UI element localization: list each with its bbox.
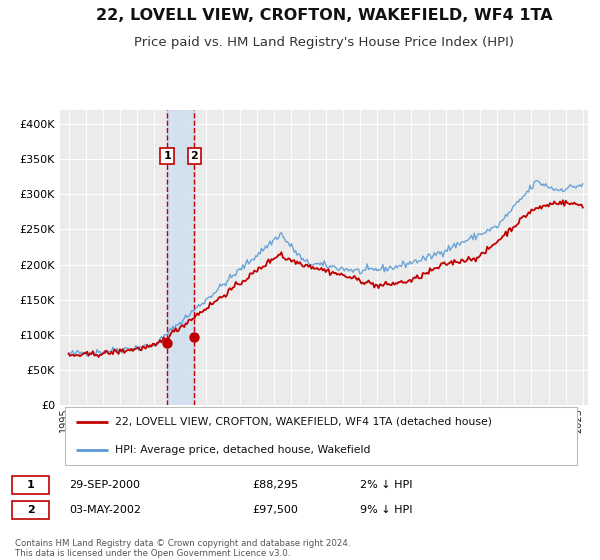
Text: 2010: 2010 [316,408,326,432]
Text: 2020: 2020 [487,408,497,432]
FancyBboxPatch shape [65,408,577,464]
Text: 2014: 2014 [384,408,394,432]
Text: 2001: 2001 [161,408,172,432]
Text: 2019: 2019 [470,408,480,432]
Text: 2013: 2013 [367,408,377,432]
Text: Price paid vs. HM Land Registry's House Price Index (HPI): Price paid vs. HM Land Registry's House … [134,36,514,49]
Text: 2: 2 [190,151,198,161]
Text: 2002: 2002 [179,408,188,432]
Text: 1996: 1996 [76,408,86,432]
Text: £88,295: £88,295 [252,479,298,489]
Text: 2007: 2007 [264,408,274,432]
Text: 2003: 2003 [196,408,206,432]
Text: 29-SEP-2000: 29-SEP-2000 [69,479,140,489]
Text: HPI: Average price, detached house, Wakefield: HPI: Average price, detached house, Wake… [115,445,371,455]
Text: 2000: 2000 [144,408,154,432]
Text: 1995: 1995 [59,408,68,432]
Text: 2022: 2022 [521,408,532,433]
FancyBboxPatch shape [12,477,49,494]
Text: 2% ↓ HPI: 2% ↓ HPI [360,479,413,489]
Bar [167,110,194,405]
Text: 2015: 2015 [401,408,412,432]
Text: 03-MAY-2002: 03-MAY-2002 [69,505,141,515]
Text: 2: 2 [27,505,34,515]
Text: 1998: 1998 [110,408,120,432]
Text: 2006: 2006 [247,408,257,432]
Text: 2024: 2024 [556,408,566,432]
Text: 22, LOVELL VIEW, CROFTON, WAKEFIELD, WF4 1TA (detached house): 22, LOVELL VIEW, CROFTON, WAKEFIELD, WF4… [115,417,493,427]
FancyBboxPatch shape [12,501,49,519]
Text: 2008: 2008 [281,408,292,432]
Text: 22, LOVELL VIEW, CROFTON, WAKEFIELD, WF4 1TA: 22, LOVELL VIEW, CROFTON, WAKEFIELD, WF4… [95,8,553,24]
Text: 2009: 2009 [299,408,308,432]
Text: 1997: 1997 [93,408,103,432]
Text: 2005: 2005 [230,408,240,432]
Text: 1: 1 [163,151,171,161]
Text: 1: 1 [27,479,34,489]
Text: 2011: 2011 [333,408,343,432]
Text: 2021: 2021 [504,408,514,432]
Text: 2012: 2012 [350,408,360,432]
Text: 2025: 2025 [573,408,583,433]
Text: Contains HM Land Registry data © Crown copyright and database right 2024.
This d: Contains HM Land Registry data © Crown c… [15,539,350,558]
Text: 2016: 2016 [419,408,428,432]
Text: 1999: 1999 [127,408,137,432]
Text: 2017: 2017 [436,408,446,432]
Text: 2018: 2018 [453,408,463,432]
Text: 2023: 2023 [539,408,548,432]
Text: 2004: 2004 [213,408,223,432]
Text: 9% ↓ HPI: 9% ↓ HPI [360,505,413,515]
Text: £97,500: £97,500 [252,505,298,515]
